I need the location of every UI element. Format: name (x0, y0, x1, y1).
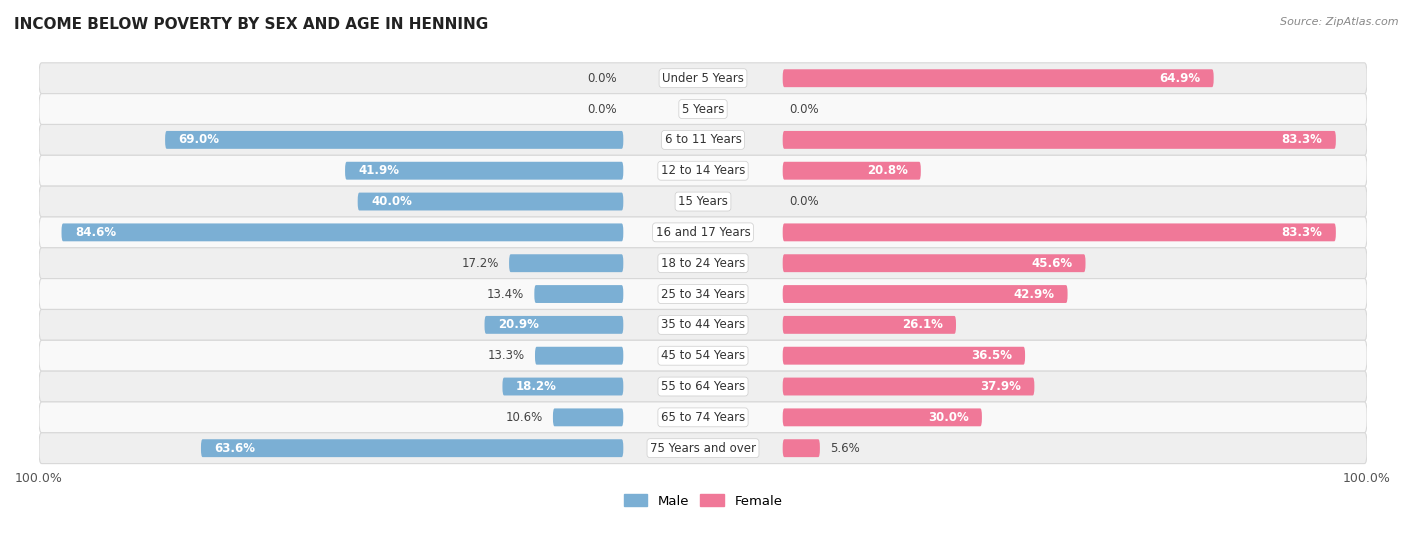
FancyBboxPatch shape (344, 162, 623, 179)
FancyBboxPatch shape (39, 371, 1367, 402)
Text: 65 to 74 Years: 65 to 74 Years (661, 411, 745, 424)
Text: 40.0%: 40.0% (371, 195, 412, 208)
Text: 83.3%: 83.3% (1282, 134, 1323, 146)
Legend: Male, Female: Male, Female (619, 489, 787, 513)
Text: 25 to 34 Years: 25 to 34 Years (661, 287, 745, 301)
FancyBboxPatch shape (39, 310, 1367, 340)
Text: 18.2%: 18.2% (516, 380, 557, 393)
FancyBboxPatch shape (536, 347, 623, 364)
FancyBboxPatch shape (62, 224, 623, 241)
Text: 18 to 24 Years: 18 to 24 Years (661, 257, 745, 269)
FancyBboxPatch shape (39, 63, 1367, 94)
Text: 10.6%: 10.6% (506, 411, 543, 424)
FancyBboxPatch shape (783, 285, 1067, 303)
Text: 83.3%: 83.3% (1282, 226, 1323, 239)
FancyBboxPatch shape (39, 433, 1367, 463)
FancyBboxPatch shape (39, 155, 1367, 186)
FancyBboxPatch shape (783, 439, 820, 457)
Text: 55 to 64 Years: 55 to 64 Years (661, 380, 745, 393)
Text: 35 to 44 Years: 35 to 44 Years (661, 319, 745, 331)
FancyBboxPatch shape (783, 409, 981, 427)
FancyBboxPatch shape (783, 316, 956, 334)
Text: 12 to 14 Years: 12 to 14 Years (661, 164, 745, 177)
Text: 0.0%: 0.0% (789, 102, 818, 116)
FancyBboxPatch shape (39, 402, 1367, 433)
FancyBboxPatch shape (485, 316, 623, 334)
Text: 5.6%: 5.6% (830, 442, 859, 454)
FancyBboxPatch shape (783, 69, 1213, 87)
FancyBboxPatch shape (783, 254, 1085, 272)
FancyBboxPatch shape (509, 254, 623, 272)
FancyBboxPatch shape (783, 347, 1025, 364)
Text: 0.0%: 0.0% (588, 102, 617, 116)
Text: 26.1%: 26.1% (901, 319, 943, 331)
Text: 75 Years and over: 75 Years and over (650, 442, 756, 454)
FancyBboxPatch shape (165, 131, 623, 149)
Text: 0.0%: 0.0% (588, 72, 617, 85)
Text: Under 5 Years: Under 5 Years (662, 72, 744, 85)
Text: 16 and 17 Years: 16 and 17 Years (655, 226, 751, 239)
FancyBboxPatch shape (534, 285, 623, 303)
Text: 13.3%: 13.3% (488, 349, 524, 362)
FancyBboxPatch shape (39, 94, 1367, 125)
FancyBboxPatch shape (502, 377, 623, 395)
FancyBboxPatch shape (39, 278, 1367, 310)
Text: 84.6%: 84.6% (75, 226, 115, 239)
FancyBboxPatch shape (39, 217, 1367, 248)
FancyBboxPatch shape (39, 340, 1367, 371)
FancyBboxPatch shape (553, 409, 623, 427)
Text: 13.4%: 13.4% (486, 287, 524, 301)
FancyBboxPatch shape (201, 439, 623, 457)
Text: INCOME BELOW POVERTY BY SEX AND AGE IN HENNING: INCOME BELOW POVERTY BY SEX AND AGE IN H… (14, 17, 488, 32)
Text: 42.9%: 42.9% (1014, 287, 1054, 301)
Text: 15 Years: 15 Years (678, 195, 728, 208)
FancyBboxPatch shape (783, 224, 1336, 241)
Text: 30.0%: 30.0% (928, 411, 969, 424)
Text: 64.9%: 64.9% (1160, 72, 1201, 85)
FancyBboxPatch shape (783, 162, 921, 179)
Text: 45 to 54 Years: 45 to 54 Years (661, 349, 745, 362)
Text: 6 to 11 Years: 6 to 11 Years (665, 134, 741, 146)
Text: 0.0%: 0.0% (789, 195, 818, 208)
Text: 20.8%: 20.8% (866, 164, 907, 177)
Text: Source: ZipAtlas.com: Source: ZipAtlas.com (1281, 17, 1399, 27)
Text: 20.9%: 20.9% (498, 319, 538, 331)
Text: 45.6%: 45.6% (1031, 257, 1073, 269)
FancyBboxPatch shape (357, 193, 623, 211)
FancyBboxPatch shape (39, 248, 1367, 278)
Text: 5 Years: 5 Years (682, 102, 724, 116)
FancyBboxPatch shape (783, 377, 1035, 395)
Text: 17.2%: 17.2% (461, 257, 499, 269)
Text: 36.5%: 36.5% (970, 349, 1012, 362)
FancyBboxPatch shape (39, 186, 1367, 217)
Text: 37.9%: 37.9% (980, 380, 1021, 393)
FancyBboxPatch shape (39, 125, 1367, 155)
Text: 69.0%: 69.0% (179, 134, 219, 146)
Text: 41.9%: 41.9% (359, 164, 399, 177)
Text: 63.6%: 63.6% (214, 442, 256, 454)
FancyBboxPatch shape (783, 131, 1336, 149)
